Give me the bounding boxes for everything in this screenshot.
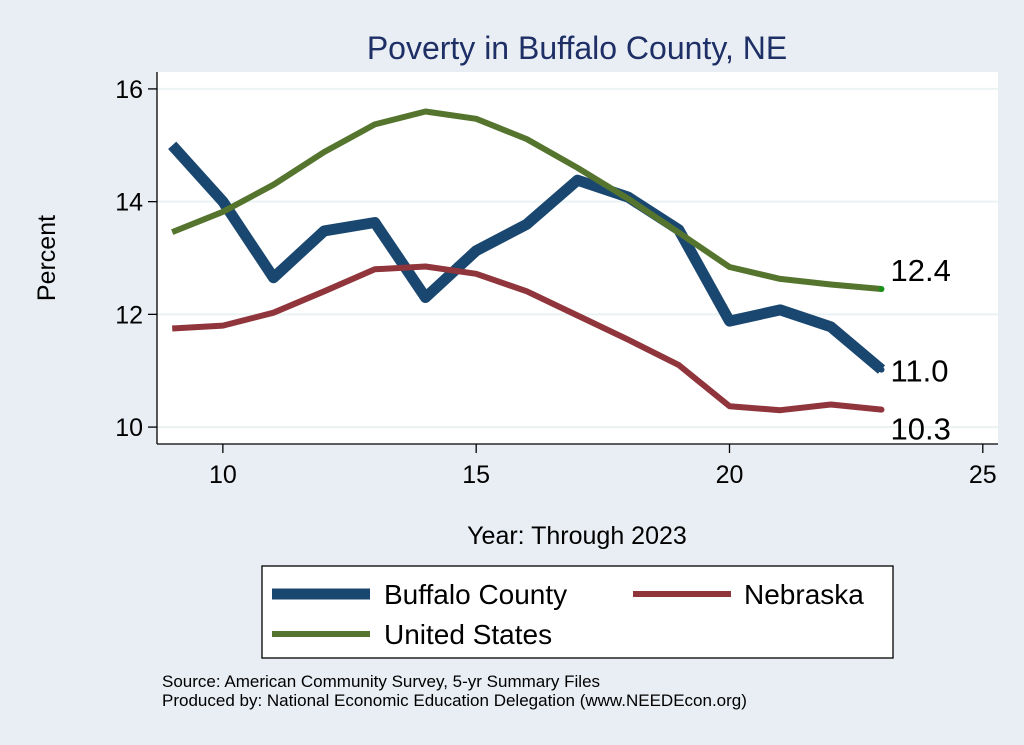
legend-label-united-states: United States: [384, 619, 552, 650]
x-tick-label: 25: [969, 461, 997, 489]
y-tick-label: 16: [115, 76, 143, 104]
plot-area: [157, 72, 998, 444]
x-tick-label: 10: [209, 461, 237, 489]
x-tick-label: 20: [716, 461, 744, 489]
y-axis-title: Percent: [33, 215, 61, 301]
source-note: Source: American Community Survey, 5-yr …: [162, 672, 601, 691]
produced-by-note: Produced by: National Economic Education…: [162, 691, 747, 710]
x-tick-label: 15: [462, 461, 490, 489]
end-marker-buffalo-county: [878, 366, 885, 373]
y-tick-label: 14: [115, 189, 143, 217]
series-line-united-states: [171, 108, 882, 292]
end-label-united-states: 12.4: [890, 253, 950, 288]
legend-box: [261, 565, 894, 659]
y-tick-label: 12: [115, 301, 143, 329]
end-marker-united-states: [878, 286, 885, 292]
end-label-buffalo-county: 11.0: [890, 354, 948, 389]
legend-label-buffalo-county: Buffalo County: [384, 579, 567, 610]
series-line-nebraska: [172, 263, 882, 414]
series-line-buffalo-county: [168, 141, 886, 374]
end-marker-nebraska: [878, 406, 885, 413]
x-axis-title: Year: Through 2023: [467, 522, 687, 550]
legend-label-nebraska: Nebraska: [744, 579, 864, 610]
chart-title: Poverty in Buffalo County, NE: [367, 30, 787, 66]
footer: Source: American Community Survey, 5-yr …: [162, 672, 747, 710]
y-tick-label: 10: [115, 414, 143, 442]
end-label-nebraska: 10.3: [890, 412, 950, 447]
